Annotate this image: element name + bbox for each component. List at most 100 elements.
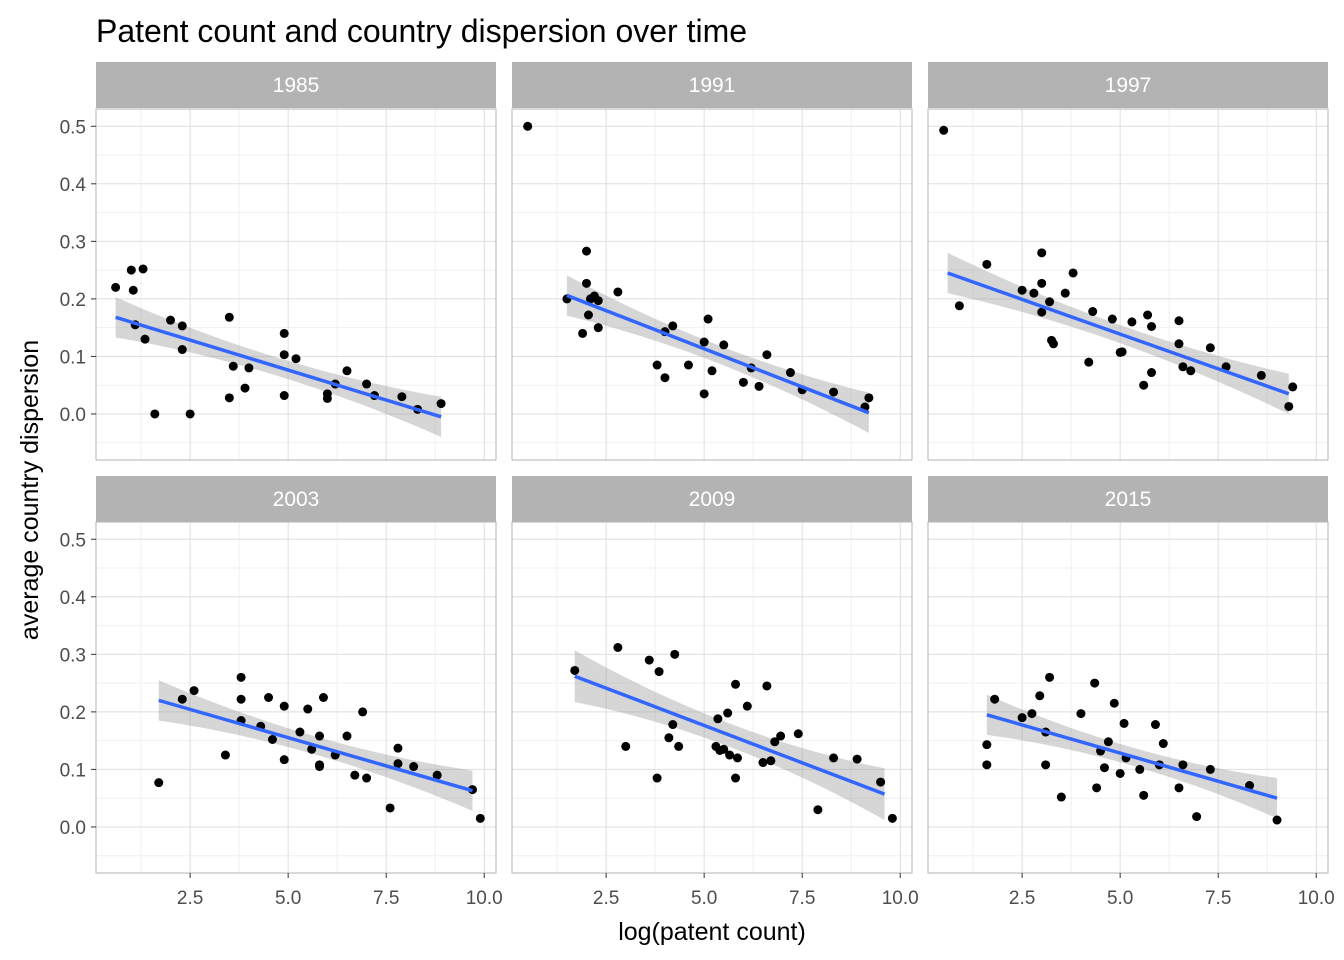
data-point xyxy=(111,282,121,292)
data-point xyxy=(1139,380,1149,390)
x-tick-label: 5.0 xyxy=(691,888,717,909)
data-point xyxy=(315,762,325,772)
x-tick-label: 7.5 xyxy=(1205,888,1231,909)
data-point xyxy=(397,392,407,402)
data-point xyxy=(776,731,786,741)
data-point xyxy=(699,389,709,399)
data-point xyxy=(1060,288,1070,298)
data-point xyxy=(1139,790,1149,800)
data-point xyxy=(1205,343,1215,353)
data-point xyxy=(362,379,372,389)
data-point xyxy=(713,714,723,724)
data-point xyxy=(1127,317,1137,327)
data-point xyxy=(1092,783,1102,793)
data-point xyxy=(140,334,150,344)
data-point xyxy=(723,708,733,718)
data-point xyxy=(264,693,274,702)
data-point xyxy=(582,278,592,288)
data-point xyxy=(864,393,874,403)
data-point xyxy=(674,741,684,751)
data-point xyxy=(154,778,164,788)
data-point xyxy=(762,681,772,691)
x-tick-label: 5.0 xyxy=(275,888,301,909)
data-point xyxy=(185,409,195,419)
x-tick-label: 10.0 xyxy=(466,888,503,909)
facet-panel-1997: 1997 xyxy=(927,62,1329,461)
data-point xyxy=(1178,760,1188,770)
data-point xyxy=(1174,316,1184,326)
data-point xyxy=(990,694,1000,704)
facet-strip-label: 2003 xyxy=(273,488,320,511)
data-point xyxy=(731,679,741,689)
data-point xyxy=(436,399,446,409)
data-point xyxy=(593,323,603,333)
x-tick-label: 2.5 xyxy=(593,888,619,909)
data-point xyxy=(719,340,729,350)
panels-layer: 1985 0.0 0.1 0.2 0.3 0.4 0.5 1991 1997 2003 0.0 0.1… xyxy=(60,62,1335,909)
data-point xyxy=(228,361,238,371)
data-point xyxy=(613,287,623,297)
facet-strip-label: 1997 xyxy=(1105,74,1152,97)
data-point xyxy=(1017,713,1027,723)
panel-border xyxy=(927,108,1329,461)
data-point xyxy=(664,733,674,743)
data-point xyxy=(939,125,949,135)
data-point xyxy=(177,321,187,331)
data-point xyxy=(1099,763,1109,773)
data-point xyxy=(342,731,352,741)
data-point xyxy=(279,755,289,765)
data-point xyxy=(128,285,138,295)
data-point xyxy=(189,686,199,696)
panel-border xyxy=(511,108,913,461)
facet-panel-1991: 1991 xyxy=(511,62,913,461)
facet-strip xyxy=(512,476,912,522)
facet-strip-label: 2015 xyxy=(1105,488,1152,511)
data-point xyxy=(731,773,741,783)
data-point xyxy=(1115,768,1125,778)
data-point xyxy=(1048,339,1058,349)
data-point xyxy=(475,813,485,823)
data-point xyxy=(1027,709,1037,719)
panel-border xyxy=(511,521,913,874)
data-point xyxy=(652,773,662,783)
y-tick-label: 0.5 xyxy=(60,117,86,138)
data-point xyxy=(350,770,360,780)
data-point xyxy=(1272,815,1282,825)
data-point xyxy=(1117,347,1127,357)
data-point xyxy=(1119,718,1129,728)
data-point xyxy=(1147,368,1157,378)
y-tick-label: 0.0 xyxy=(60,405,86,426)
facet-strip xyxy=(928,62,1328,108)
x-axis-title: log(patent count) xyxy=(618,918,806,946)
data-point xyxy=(887,813,897,823)
data-point xyxy=(279,701,289,711)
y-tick-label: 0.4 xyxy=(60,588,87,609)
panel-border xyxy=(95,521,497,874)
y-tick-label: 0.1 xyxy=(60,760,86,781)
data-point xyxy=(982,760,992,770)
y-tick-label: 0.0 xyxy=(60,818,86,839)
data-point xyxy=(267,735,277,745)
data-point xyxy=(793,729,803,739)
data-point xyxy=(621,741,631,751)
y-axis-title: average country dispersion xyxy=(16,340,44,640)
data-point xyxy=(766,756,776,766)
data-point xyxy=(732,753,742,763)
facet-strip-label: 1985 xyxy=(273,74,320,97)
data-point xyxy=(1150,720,1160,730)
data-point xyxy=(1107,314,1117,324)
data-point xyxy=(754,381,764,391)
regression-line xyxy=(566,293,870,415)
x-tick-label: 10.0 xyxy=(1298,888,1335,909)
data-point xyxy=(279,328,289,338)
data-point xyxy=(668,720,678,730)
data-point xyxy=(1143,310,1153,320)
data-point xyxy=(307,744,317,754)
facet-panel-2015: 2015 2.5 5.0 7.5 10.0 xyxy=(927,476,1335,909)
data-point xyxy=(315,731,325,741)
data-point xyxy=(699,337,709,347)
data-point xyxy=(303,704,313,714)
data-point xyxy=(785,368,795,378)
x-tick-label: 5.0 xyxy=(1107,888,1133,909)
y-tick-label: 0.4 xyxy=(60,175,87,196)
